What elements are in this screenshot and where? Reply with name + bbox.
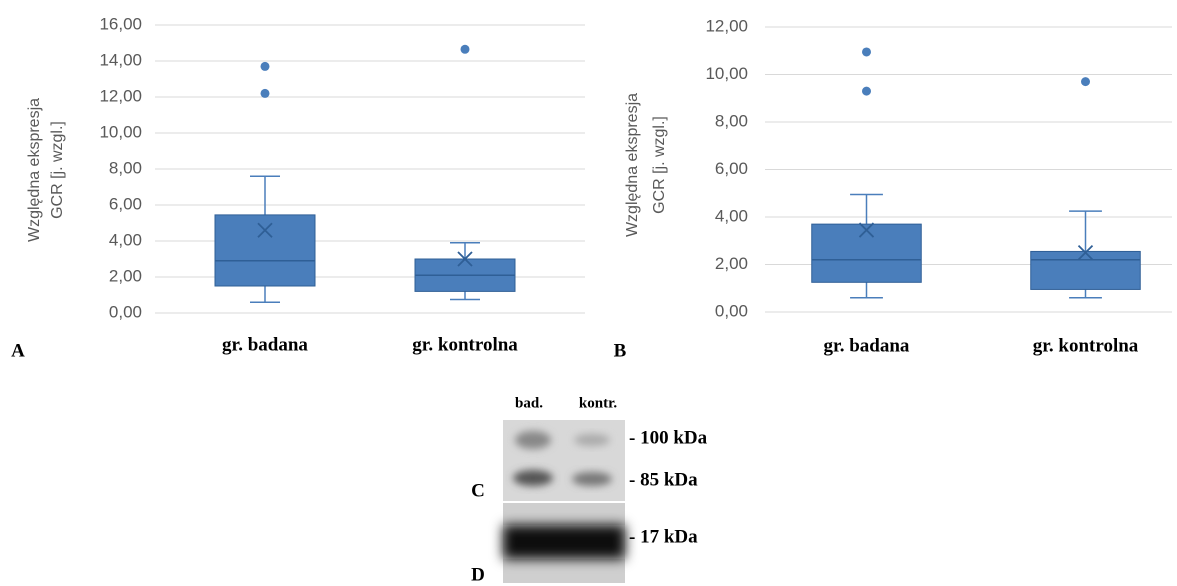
band: [513, 470, 553, 486]
box: [215, 215, 315, 286]
outlier: [261, 62, 270, 71]
y-tick-label: 10,00: [705, 64, 748, 83]
marker-label: - 100 kDa: [629, 427, 708, 448]
x-tick-label: gr. badana: [824, 335, 910, 356]
y-tick-label: 10,00: [99, 122, 142, 141]
y-tick-label: 12,00: [705, 16, 748, 35]
y-tick-label: 14,00: [99, 50, 142, 69]
y-tick-label: 0,00: [715, 301, 748, 320]
blot-c: [503, 420, 625, 501]
box: [812, 224, 922, 282]
y-tick-label: 6,00: [715, 159, 748, 178]
y-tick-label: 12,00: [99, 86, 142, 105]
band: [515, 431, 551, 449]
band: [572, 472, 612, 486]
y-tick-label: 0,00: [109, 302, 142, 321]
box: [1031, 251, 1141, 289]
y-tick-label: 2,00: [715, 254, 748, 273]
panel-label: B: [614, 340, 627, 361]
outlier: [862, 47, 871, 56]
panel-label: D: [471, 564, 485, 585]
x-tick-label: gr. kontrolna: [1033, 335, 1139, 356]
lane-label: kontr.: [579, 395, 617, 411]
page: {"chart_data": [ {"type": "box", "panel_…: [0, 0, 1177, 586]
blot-membrane: [503, 420, 625, 501]
y-tick-label: 8,00: [109, 158, 142, 177]
y-axis-label: Względna ekspresja: [624, 93, 641, 237]
x-tick-label: gr. kontrolna: [412, 334, 518, 355]
outlier: [261, 89, 270, 98]
body: bad. kontr. - 100 kDa - 85 kDa - 17 kDa …: [0, 0, 1177, 586]
outlier: [461, 45, 470, 54]
panel-label: C: [471, 480, 485, 501]
lane-label: bad.: [515, 395, 543, 411]
y-tick-label: 4,00: [715, 206, 748, 225]
band: [574, 434, 610, 446]
marker-label: - 85 kDa: [629, 469, 698, 490]
band: [503, 525, 625, 559]
y-tick-label: 8,00: [715, 111, 748, 130]
blot-d: [503, 503, 625, 583]
y-tick-label: 6,00: [109, 194, 142, 213]
y-tick-label: 2,00: [109, 266, 142, 285]
figure: bad. kontr. - 100 kDa - 85 kDa - 17 kDa …: [0, 0, 1177, 586]
y-tick-label: 4,00: [109, 230, 142, 249]
y-tick-label: 16,00: [99, 14, 142, 33]
outlier: [1081, 77, 1090, 86]
y-axis-label: GCR [j. wzgl.]: [49, 121, 66, 219]
outlier: [862, 87, 871, 96]
marker-label: - 17 kDa: [629, 526, 698, 547]
x-tick-label: gr. badana: [222, 334, 308, 355]
y-axis-label: Względna ekspresja: [26, 98, 43, 242]
panel-label: A: [11, 340, 25, 361]
y-axis-label: GCR [j. wzgl.]: [651, 116, 668, 214]
